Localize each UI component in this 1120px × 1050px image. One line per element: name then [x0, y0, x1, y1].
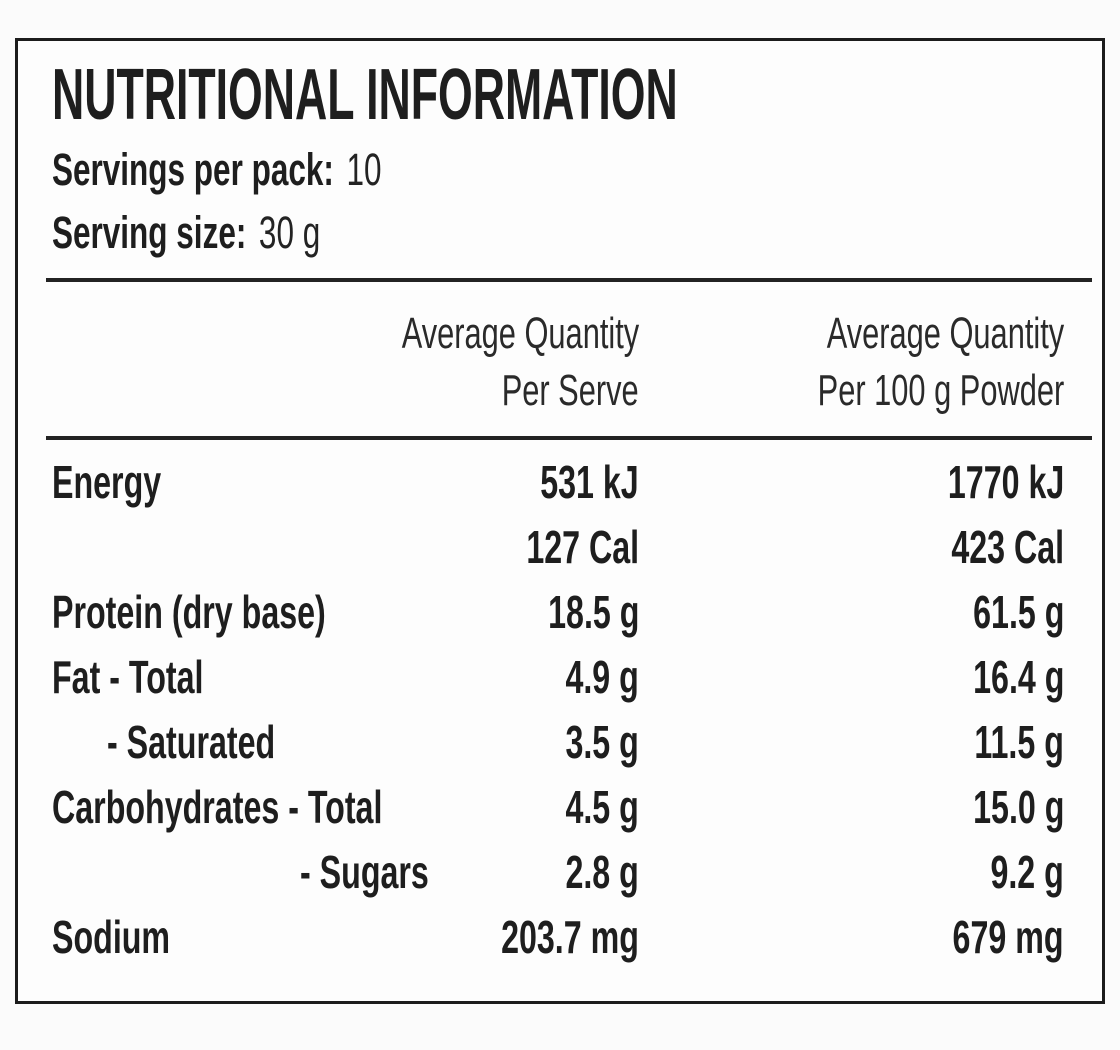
nutrient-row-energy: Energy 531 kJ 1770 kJ	[52, 450, 1064, 515]
value-per-100g: 11.5 g	[974, 716, 1064, 768]
value-per-serve: 2.8 g	[565, 846, 639, 898]
servings-per-pack-value: 10	[346, 144, 382, 195]
nutrition-label-panel: NUTRITIONAL INFORMATION Servings per pac…	[15, 38, 1105, 1004]
top-divider	[46, 278, 1092, 282]
nutrient-row-protein: Protein (dry base) 18.5 g 61.5 g	[52, 580, 1064, 645]
serving-size-line: Serving size: 30 g	[52, 201, 1064, 264]
nutrient-name: - Sugars	[300, 846, 429, 898]
value-per-100g: 61.5 g	[972, 586, 1064, 638]
nutrient-row-sugars: - Sugars 2.8 g 9.2 g	[52, 840, 1064, 905]
servings-per-pack-line: Servings per pack: 10	[52, 138, 1064, 201]
value-per-100g: 16.4 g	[972, 651, 1064, 703]
serving-info-block: Servings per pack: 10 Serving size: 30 g	[52, 138, 1064, 264]
value-per-100g: 423 Cal	[951, 521, 1064, 573]
value-per-serve: 3.5 g	[565, 716, 639, 768]
nutrient-row-energy-cal: 127 Cal 423 Cal	[52, 515, 1064, 580]
nutrient-name: Fat - Total	[52, 651, 204, 703]
nutrient-row-fat-total: Fat - Total 4.9 g 16.4 g	[52, 645, 1064, 710]
value-per-100g: 15.0 g	[972, 781, 1064, 833]
serving-size-label: Serving size:	[52, 207, 247, 258]
value-per-100g: 1770 kJ	[947, 456, 1064, 508]
label-title-text: NUTRITIONAL INFORMATION	[52, 55, 678, 135]
column-header-per-serve: Average Quantity Per Serve	[401, 309, 639, 415]
value-per-serve: 18.5 g	[547, 586, 639, 638]
nutrient-name: Energy	[52, 456, 162, 508]
value-per-serve: 203.7 mg	[501, 911, 639, 963]
nutrient-row-carbohydrates-total: Carbohydrates - Total 4.5 g 15.0 g	[52, 775, 1064, 840]
value-per-100g: 9.2 g	[990, 846, 1064, 898]
nutrient-name: - Saturated	[107, 716, 276, 768]
serving-size-value: 30 g	[258, 207, 321, 258]
nutrient-name: Protein (dry base)	[52, 586, 326, 638]
value-per-serve: 531 kJ	[540, 456, 639, 508]
value-per-serve: 127 Cal	[526, 521, 639, 573]
value-per-serve: 4.9 g	[565, 651, 639, 703]
nutrient-row-sodium: Sodium 203.7 mg 679 mg	[52, 905, 1064, 970]
nutrient-row-fat-saturated: - Saturated 3.5 g 11.5 g	[52, 710, 1064, 775]
value-per-100g: 679 mg	[953, 911, 1064, 963]
value-per-serve: 4.5 g	[565, 781, 639, 833]
nutrient-name: Carbohydrates - Total	[52, 781, 383, 833]
column-headers: Average Quantity Per Serve Average Quant…	[52, 305, 1064, 419]
servings-per-pack-label: Servings per pack:	[52, 144, 334, 195]
header-divider	[46, 436, 1092, 440]
nutrient-table: Energy 531 kJ 1770 kJ 127 Cal 423 Cal Pr…	[52, 450, 1064, 970]
nutrient-name: Sodium	[52, 911, 171, 963]
label-title: NUTRITIONAL INFORMATION	[52, 59, 1064, 131]
column-header-per-100g: Average Quantity Per 100 g Powder	[817, 309, 1064, 415]
